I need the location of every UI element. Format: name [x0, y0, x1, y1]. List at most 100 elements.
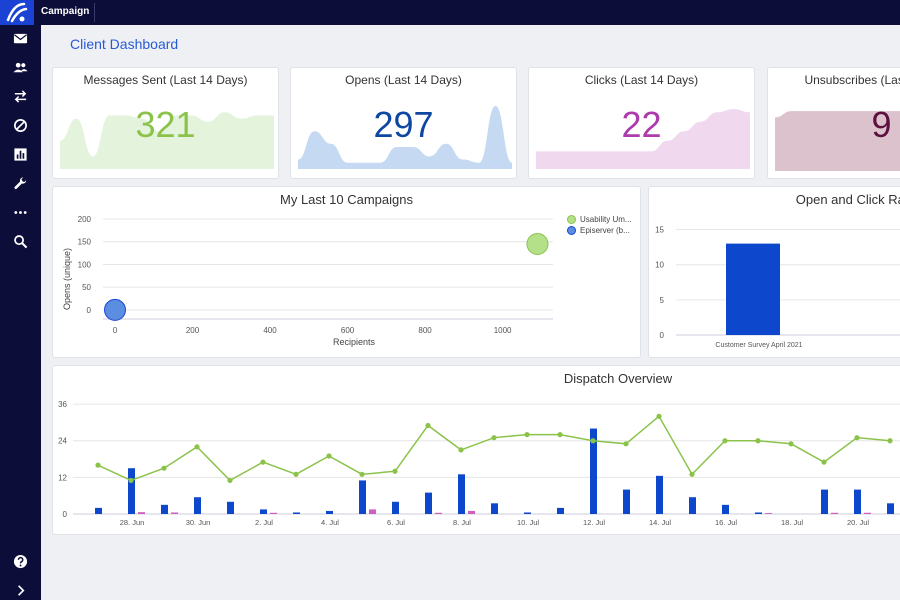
x-tick-label: 400: [263, 326, 277, 335]
line-point: [656, 413, 662, 419]
bar: [458, 474, 465, 514]
y-tick-label: 10: [655, 261, 664, 270]
bar: [369, 509, 376, 514]
kpi-card-opens[interactable]: Opens (Last 14 Days) 297: [290, 67, 517, 179]
bar: [425, 492, 432, 514]
line-point: [689, 471, 695, 477]
kpi-label: Unsubscribes (Last 14 Days): [804, 73, 900, 87]
line-point: [524, 432, 530, 438]
line-point: [722, 438, 728, 444]
x-axis-label: Recipients: [333, 337, 376, 347]
kpi-label: Clicks (Last 14 Days): [584, 73, 699, 87]
sparkline-area: [775, 111, 900, 171]
top-bar: Campaign: [0, 0, 900, 25]
bar-chart-icon: [14, 147, 27, 161]
scatter-point: [526, 233, 549, 255]
bar: [689, 497, 696, 514]
legend-marker: [567, 226, 576, 235]
sidebar-item-tools[interactable]: [0, 170, 41, 196]
sidebar-item-contacts[interactable]: [0, 54, 41, 80]
line-point: [854, 435, 860, 441]
bar: [726, 243, 780, 335]
legend-label: Episerver (b...: [580, 226, 630, 235]
people-icon: [13, 62, 28, 72]
kpi-card-unsubscribes[interactable]: Unsubscribes (Last 14 Days) 9: [767, 67, 900, 179]
sidebar-item-blocklist[interactable]: [0, 112, 41, 138]
x-tick-label: 8. Jul: [453, 518, 471, 527]
sidebar-expand[interactable]: [0, 577, 41, 600]
topbar-divider: [94, 3, 95, 22]
chart-legend: Usability Um... Episerver (b...: [567, 215, 632, 237]
dispatch-title-wrap: Dispatch Overview: [53, 366, 900, 386]
bar: [227, 501, 234, 514]
x-tick-label: 2. Jul: [255, 518, 273, 527]
sidebar: [0, 25, 41, 600]
x-tick-label: 0: [113, 326, 118, 335]
sidebar-item-reports[interactable]: [0, 141, 41, 167]
kpi-value: 321: [135, 104, 196, 145]
bar: [359, 480, 366, 514]
open-click-bar-chart: 0 5 10 15 Customer Survey April 2021: [655, 226, 900, 349]
bar: [491, 503, 498, 514]
sparkline-area: [60, 112, 274, 169]
bar: [161, 504, 168, 514]
y-tick-label: 12: [58, 473, 67, 482]
mail-icon: [13, 33, 28, 43]
swap-icon: [14, 89, 27, 103]
sparkline-area: [298, 106, 512, 169]
legend-label: Usability Um...: [580, 215, 632, 224]
y-tick-label: 0: [87, 306, 92, 315]
bar: [557, 507, 564, 514]
bar: [293, 512, 300, 514]
x-tick-label: 14. Jul: [649, 518, 671, 527]
sidebar-item-search[interactable]: [0, 228, 41, 254]
legend-item[interactable]: Episerver (b...: [567, 226, 632, 235]
y-tick-label: 0: [63, 510, 68, 519]
x-tick-label: 30. Jun: [186, 518, 211, 527]
series-line: [97, 415, 891, 482]
kpi-sparkline: [536, 109, 750, 169]
line-point: [293, 471, 299, 477]
bar: [590, 428, 597, 514]
y-axis-label: Opens (unique): [62, 248, 72, 310]
bar: [326, 510, 333, 514]
bar: [468, 510, 475, 514]
sidebar-item-more[interactable]: [0, 199, 41, 225]
line-point: [392, 468, 398, 474]
x-tick-label: 6. Jul: [387, 518, 405, 527]
line-point: [425, 422, 431, 429]
bar: [95, 507, 102, 514]
sidebar-item-transfers[interactable]: [0, 83, 41, 109]
bar: [623, 489, 630, 514]
kpi-card-messages-sent[interactable]: Messages Sent (Last 14 Days) 321: [52, 67, 279, 179]
sidebar-item-help[interactable]: [0, 548, 41, 574]
x-tick-label: Customer Survey April 2021: [715, 342, 802, 349]
line-point: [260, 459, 266, 465]
line-point: [227, 477, 233, 484]
bar: [194, 497, 201, 514]
x-tick-label: 20. Jul: [847, 518, 869, 527]
chart-title: Dispatch Overview: [563, 371, 673, 386]
chart-title: My Last 10 Campaigns: [280, 192, 413, 207]
kpi-value: 297: [373, 104, 434, 145]
line-point: [326, 453, 332, 459]
bar: [524, 512, 531, 514]
x-tick-label: 18. Jul: [781, 518, 803, 527]
bar: [722, 504, 729, 514]
line-point: [491, 435, 497, 441]
line-point: [359, 471, 365, 477]
sidebar-item-mail[interactable]: [0, 25, 41, 51]
kpi-card-clicks[interactable]: Clicks (Last 14 Days) 22: [528, 67, 755, 179]
dispatch-combo-chart: 0 12 24 36 28. Jun 30. Jun 2. Jul 4. Jul 6. Jul 8…: [58, 400, 900, 527]
line-point: [557, 432, 563, 438]
bar: [854, 489, 861, 514]
app-logo[interactable]: [0, 0, 34, 25]
y-tick-label: 150: [78, 238, 92, 247]
campaigns-scatter-chart: 0 50 100 150 200 0 200 400 600 800 1000 Recipients O…: [62, 215, 553, 347]
bar: [392, 501, 399, 514]
legend-item[interactable]: Usability Um...: [567, 215, 632, 224]
app-title[interactable]: Campaign: [41, 6, 90, 17]
bar: [435, 512, 442, 514]
kpi-sparkline: [775, 111, 900, 171]
kpi-value: 22: [621, 104, 662, 145]
